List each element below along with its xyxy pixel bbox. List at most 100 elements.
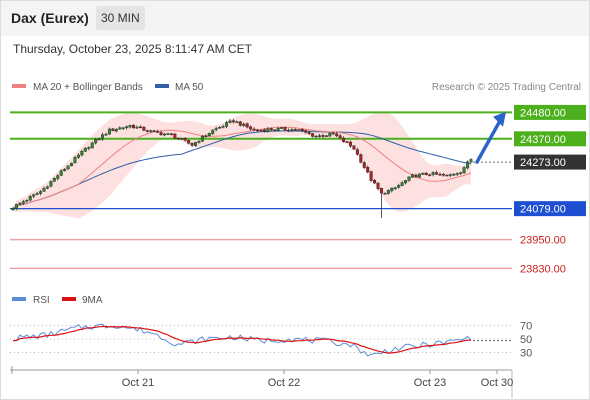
candle-body [70,162,74,167]
candle-body [448,174,452,176]
candle-body [156,131,160,133]
level-label-24370.00: 24370.00 [520,134,566,146]
candle-body [87,147,91,149]
candle-body [400,182,404,186]
candle-body [324,135,328,137]
candle-body [28,196,32,201]
candle-body [11,208,15,210]
candle-body [66,165,70,170]
candle-body [218,126,222,129]
candle-body [314,135,318,138]
candle-body [469,159,473,163]
candle-body [173,133,177,139]
candle-body [331,132,335,135]
candle-body [183,138,187,141]
candle-body [187,140,191,144]
forecast-arrow-shaft [475,119,502,164]
candle-body [242,123,246,126]
candle-body [145,130,149,132]
candle-body [348,141,352,147]
rsi-tick-label: 30 [520,348,532,360]
candle-body [397,185,401,188]
candle-body [383,193,387,195]
candle-body [404,180,408,184]
forecast-arrow-head [493,111,506,127]
candle-body [466,161,470,169]
level-label-24079.00: 24079.00 [520,204,566,216]
candle-body [104,133,108,136]
candle-body [311,133,315,137]
candle-body [200,136,204,142]
rsi-legend-label: RSI [33,295,50,306]
candle-body [114,129,118,132]
candle-body [373,180,377,184]
candle-body [194,142,198,146]
level-badge-24370.00 [514,131,586,147]
candle-body [132,124,136,129]
candle-body [228,120,232,123]
candle-body [207,133,211,136]
candle-body [56,175,60,179]
candle-body [42,188,46,192]
candle-body [421,173,425,175]
timestamp: Thursday, October 23, 2025 8:11:47 AM CE… [13,42,253,56]
candle-body [14,204,18,209]
candle-body [417,173,421,178]
candle-body [390,187,394,192]
candle-body [107,128,111,135]
rsi-ma-legend-label: 9MA [82,295,103,306]
candle-body [63,169,67,171]
candle-body [90,142,94,149]
candle-body [163,133,167,136]
candle-body [73,157,77,163]
candle-body [297,129,301,131]
candle-body [245,123,249,128]
candle-body [211,129,215,134]
candle-body [462,167,466,174]
candle-body [376,182,380,189]
candle-body [249,126,253,130]
candle-body [142,126,146,131]
candle-body [190,143,194,146]
candle-body [290,128,294,131]
candle-body [355,149,359,155]
candle-body [345,141,349,143]
candle-body [52,177,56,182]
ma50-line [12,130,472,209]
ma20-legend-swatch [12,84,26,88]
credit-text: Research © 2025 Trading Central [432,82,581,93]
candle-body [321,135,325,137]
timeframe-button[interactable]: 30 MIN [96,6,145,30]
candle-body [259,129,263,132]
candle-body [49,181,53,187]
candle-body [335,133,339,137]
rsi-ma-legend-swatch [62,297,76,301]
level-label-23830.00: 23830.00 [520,263,566,275]
candle-body [300,129,304,131]
candle-body [225,122,229,127]
instrument-title: Dax (Eurex) [11,10,89,26]
candle-body [238,121,242,126]
level-label-24273.00: 24273.00 [520,157,566,169]
candle-body [269,128,273,131]
candle-body [342,137,346,142]
candle-body [169,133,173,136]
candle-body [204,135,208,138]
price-plot: 24480.00 24370.00 24273.00 24079.00 23950.00… [10,104,586,275]
candle-body [379,188,383,194]
candle-body [21,201,25,204]
candle-body [255,129,259,132]
ma20-legend-label: MA 20 + Bollinger Bands [33,82,143,93]
rsi-tick-label: 50 [520,334,532,346]
candle-body [459,172,463,174]
candle-body [428,174,432,176]
level-label-24480.00: 24480.00 [520,107,566,119]
candle-body [393,187,397,189]
candle-body [18,202,22,205]
rsi-tick-label: 70 [520,321,532,333]
candle-body [80,151,84,156]
candle-body [352,145,356,150]
candle-body [135,126,139,129]
